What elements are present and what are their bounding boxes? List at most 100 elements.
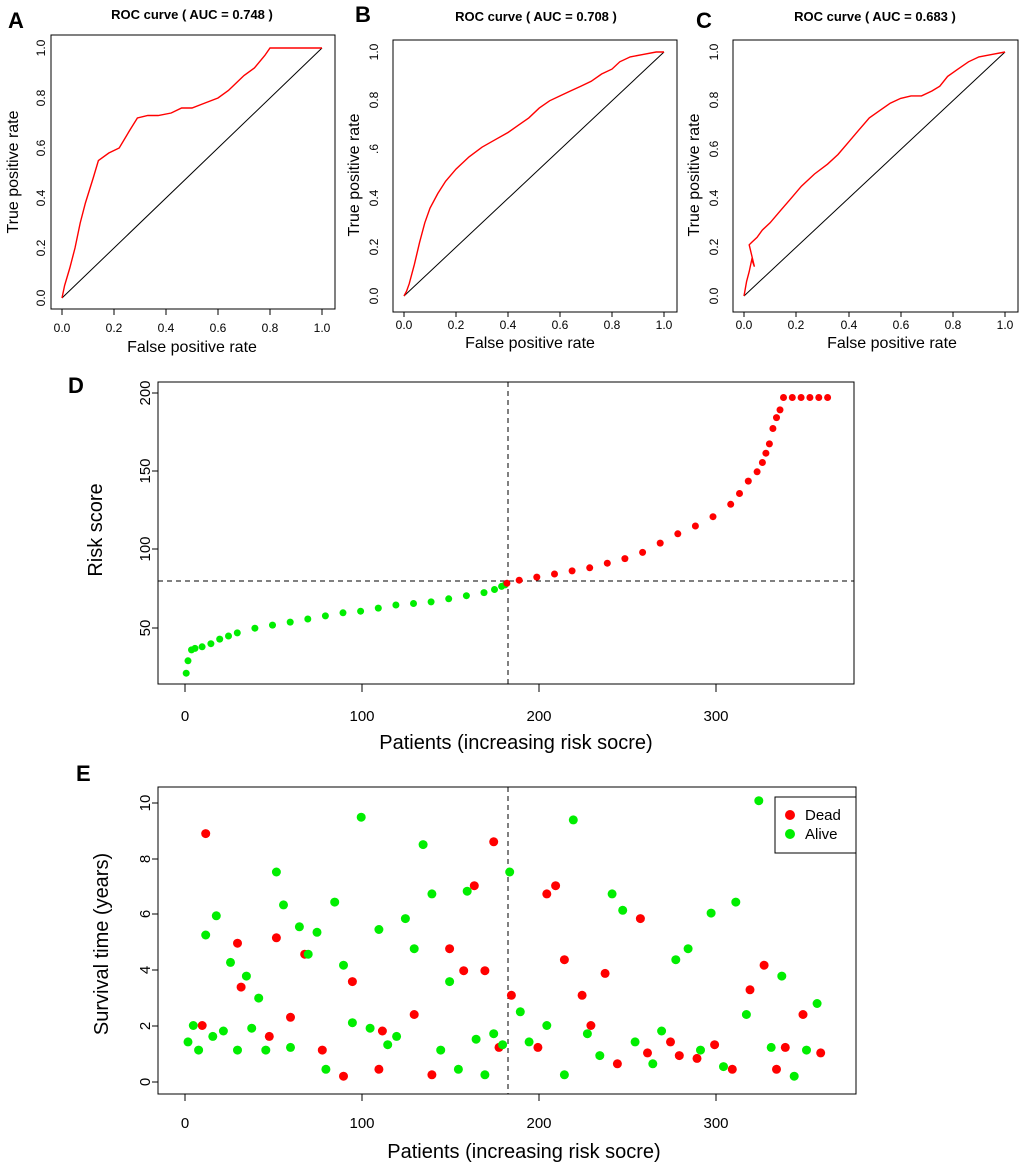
point-alive [505,867,515,877]
point-high [691,522,699,530]
point-alive [254,993,264,1003]
point-high [815,394,823,401]
point-alive [226,957,235,967]
x-axis-label-c: False positive rate [827,335,957,352]
point-low [191,644,199,652]
point-high [639,548,647,556]
point-low [198,643,206,651]
point-dead [347,977,357,987]
x-axis-label-b: False positive rate [465,335,595,352]
y-axis-label-c: True positive rate [686,113,703,236]
x-tick-label: 0.8 [945,318,962,332]
point-low [184,657,192,665]
point-alive [648,1059,658,1069]
point-low [286,618,294,626]
point-alive [706,908,716,918]
point-dead [666,1037,675,1047]
y-tick-label: 1.0 [34,39,48,56]
x-tick-label: 0.2 [788,318,805,332]
point-dead [798,1010,808,1019]
survival-points [183,796,826,1081]
panel-label-c: C [696,8,712,33]
y-tick-label: 0.8 [34,89,48,106]
point-low [480,589,488,597]
point-alive [427,889,437,899]
point-alive [480,1070,490,1080]
reference-diagonal-a [61,47,323,299]
point-alive [445,977,455,987]
x-axis-label-d: Patients (increasing risk socre) [379,732,652,754]
point-high [780,394,787,401]
y-tick-label: .6 [367,144,381,154]
point-high [568,567,576,575]
point-alive [279,900,288,910]
point-alive [188,1021,198,1030]
y-tick-label: 0 [137,1078,154,1086]
point-alive [524,1037,534,1047]
y-ticks-d: 50 100 150 200 [137,380,158,636]
point-alive [286,1042,295,1052]
point-high [503,579,511,587]
x-tick-label: 0.8 [262,321,279,335]
point-low [357,607,365,615]
point-dead [506,990,516,1000]
point-alive [374,925,384,934]
point-alive [194,1045,204,1055]
y-tick-label: 0.0 [367,287,381,304]
x-tick-label: 100 [349,1115,374,1132]
legend-dead-label: Dead [805,807,841,824]
point-alive [802,1045,811,1055]
point-low [445,595,453,603]
reference-diagonal-b [403,51,665,297]
point-low [462,592,470,600]
y-tick-label: 0.4 [707,189,721,206]
point-dead [674,1051,684,1061]
point-high [824,394,832,401]
point-alive [462,886,472,896]
point-dead [612,1059,622,1069]
x-ticks-b: 0.0 0.2 0.4 0.6 0.8 1.0 [396,312,673,332]
roc-title-c: ROC curve ( AUC = 0.683 ) [794,9,956,24]
plot-frame-a [50,34,336,310]
x-tick-label: 100 [349,708,374,725]
point-dead [643,1048,652,1058]
legend-box [774,796,857,854]
x-tick-label: 0.6 [893,318,910,332]
point-high [753,468,761,476]
point-dead [745,985,755,995]
x-tick-label: 0.8 [604,318,621,332]
point-dead [559,955,569,965]
point-low [216,635,224,643]
y-tick-label: 10 [137,795,154,812]
point-dead [317,1045,327,1055]
x-tick-label: 0 [181,708,189,725]
x-tick-label: 1.0 [656,318,673,332]
point-alive [683,944,693,954]
y-axis-label-b: True positive rate [346,113,363,236]
y-ticks-e: 0 2 4 6 8 10 [137,795,158,1086]
point-alive [347,1018,357,1028]
y-tick-label: 4 [137,966,154,974]
point-alive [218,1026,228,1036]
roc-title-a: ROC curve ( AUC = 0.748 ) [111,7,273,22]
point-alive [489,1029,499,1039]
y-tick-label: 0.4 [367,189,381,206]
point-high [656,539,664,547]
point-dead [339,1071,348,1081]
point-alive [392,1031,402,1041]
y-tick-label: 2 [137,1022,154,1030]
risk-score-points [182,394,832,677]
y-tick-label: 0.2 [367,238,381,255]
point-low [374,604,382,612]
y-tick-label: 0.2 [707,238,721,255]
point-alive [595,1051,605,1061]
roc-title-b: ROC curve ( AUC = 0.708 ) [455,9,617,24]
point-alive [741,1010,751,1019]
x-tick-label: 0.0 [396,318,413,332]
point-low [392,601,400,609]
panel-label-d: D [68,373,84,398]
x-tick-label: 200 [526,708,551,725]
point-alive [247,1023,257,1033]
point-dead [374,1064,384,1074]
